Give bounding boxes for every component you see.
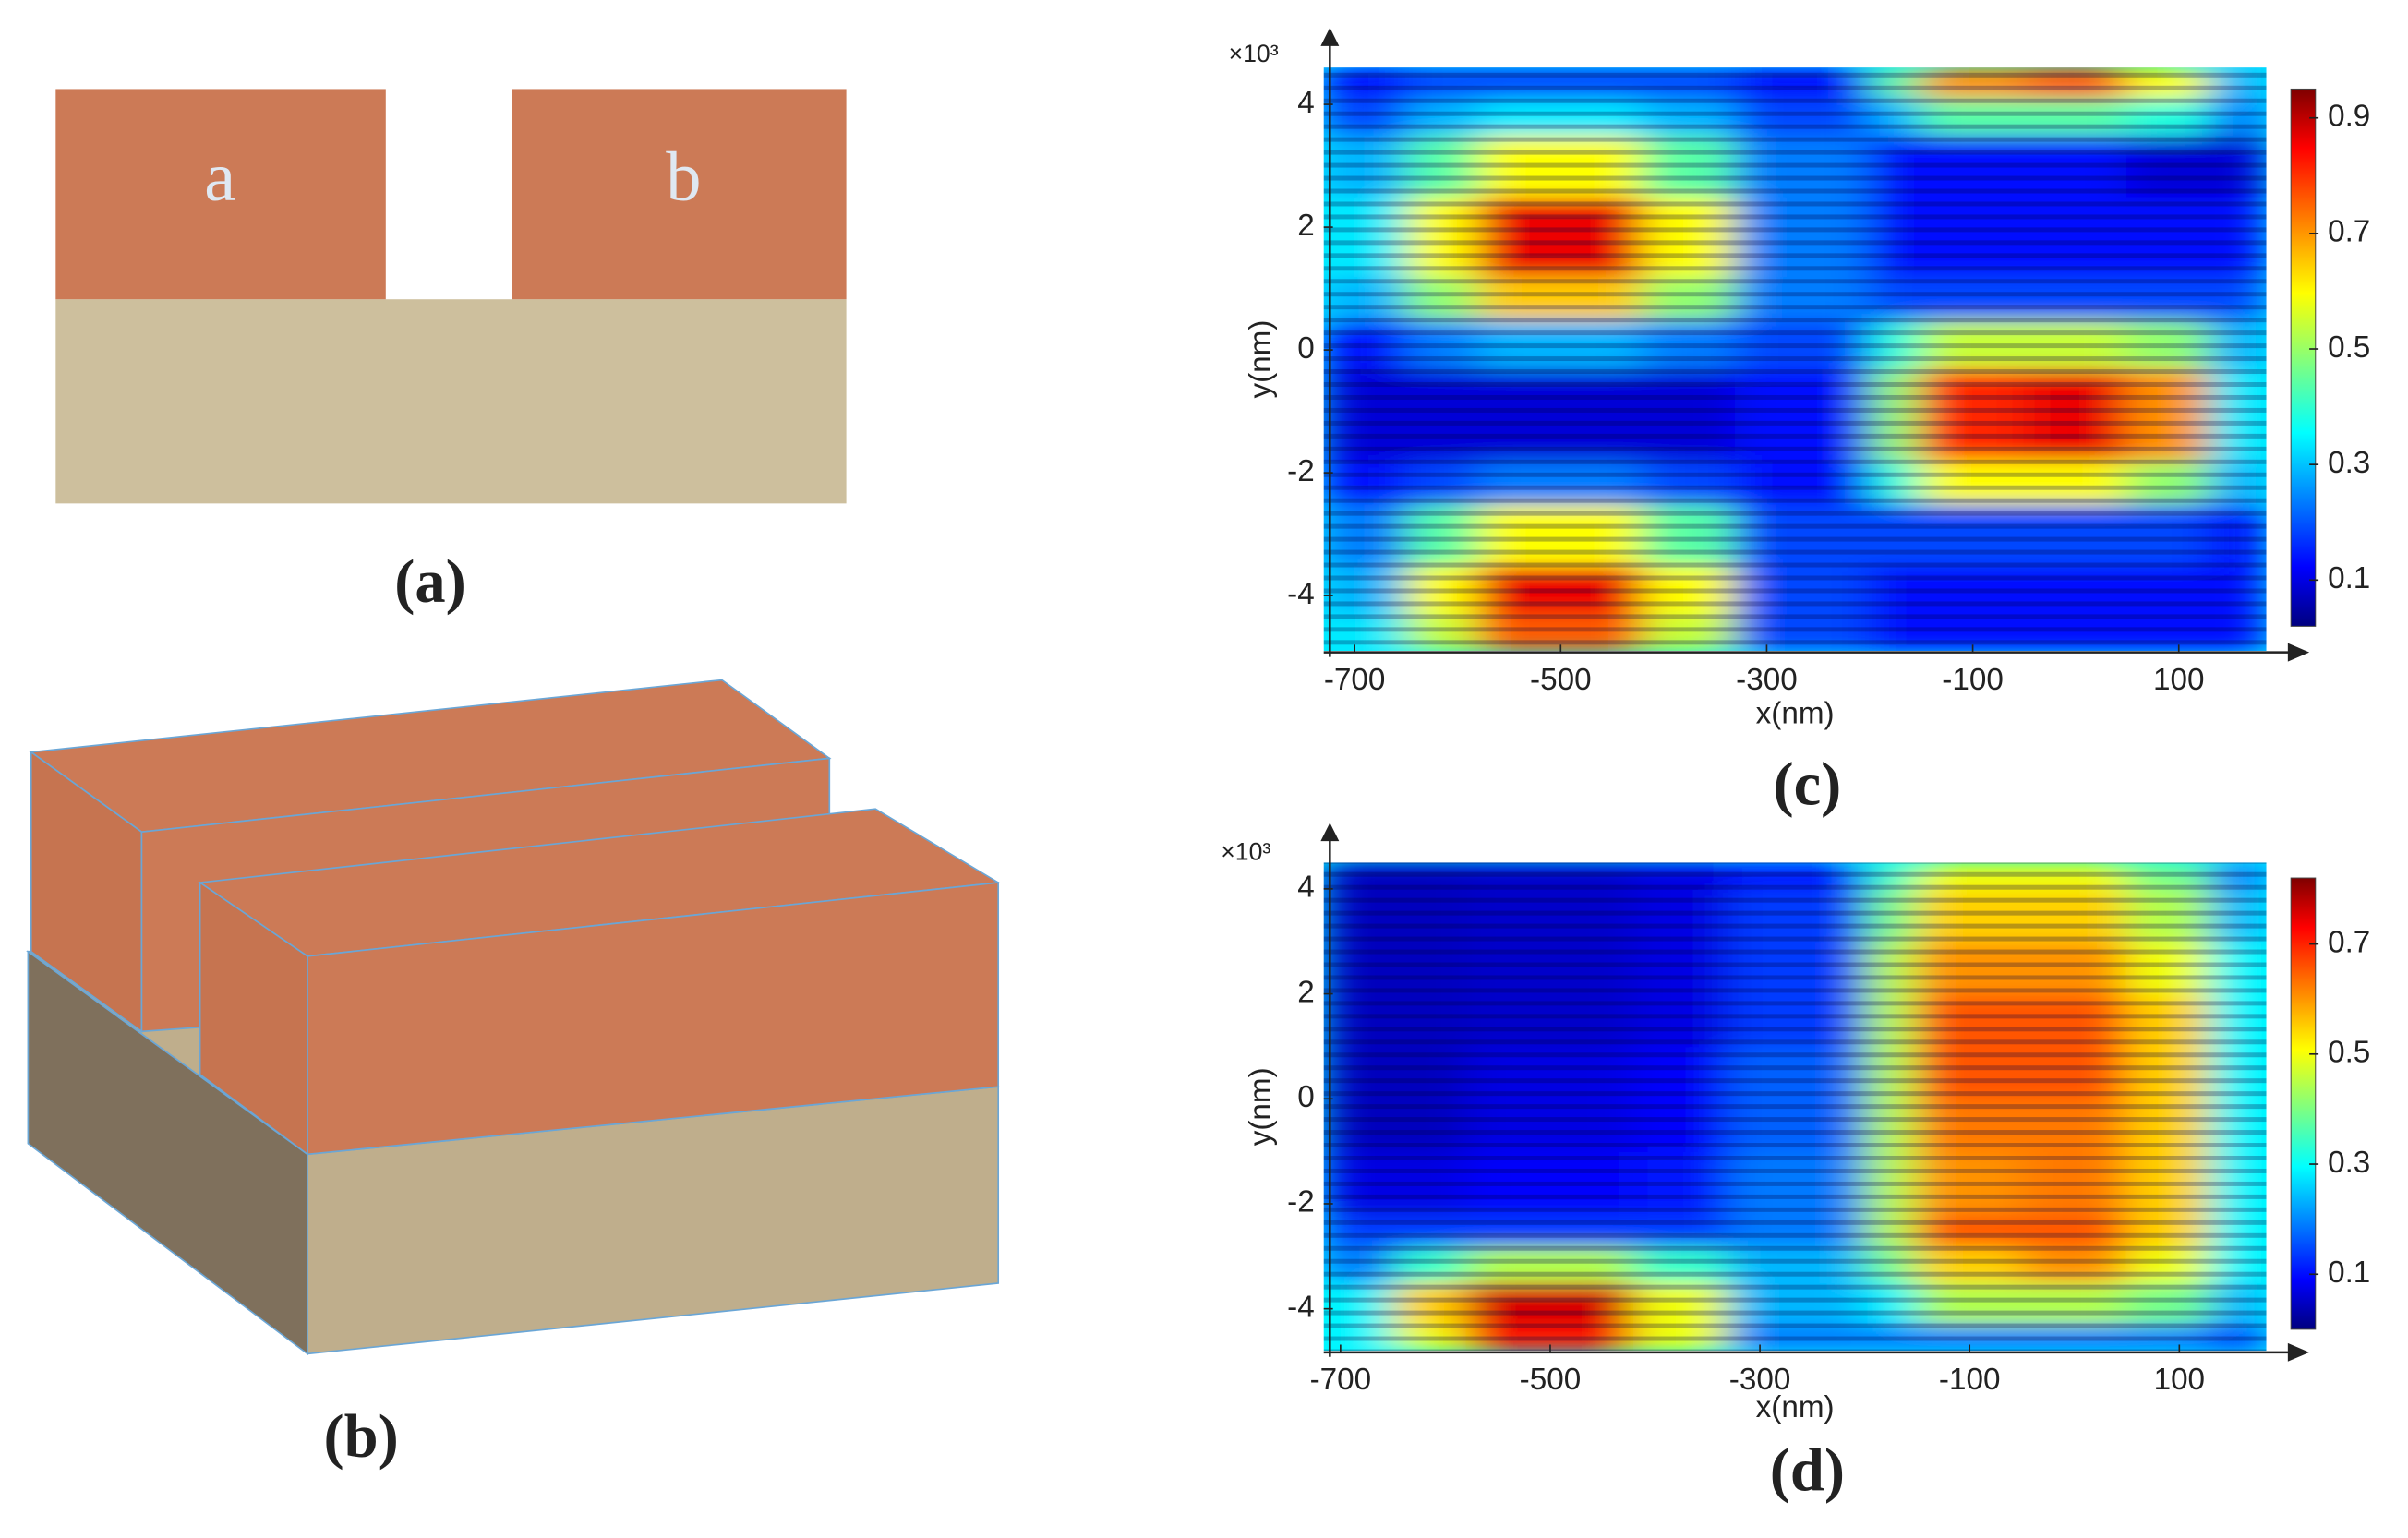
block-b	[512, 89, 847, 300]
colorbar-tick-label: 0.1	[2328, 561, 2370, 595]
y-tick-label: 4	[1297, 871, 1315, 905]
x-tick-label: -500	[1520, 1363, 1582, 1397]
y-multiplier: ×10³	[1221, 837, 1270, 865]
substrate	[55, 299, 847, 504]
x-tick-label: 100	[2153, 663, 2204, 697]
block-front	[307, 882, 1000, 1156]
y-arrow	[1320, 823, 1340, 842]
heatmap: -700 -500 -300 -100 100 -4 -2 0 2 4 ×10³ x(nm) y(nm)…	[1221, 823, 2370, 1505]
y-axis-label: y(nm)	[1244, 320, 1278, 399]
x-tick-label: 100	[2154, 1363, 2205, 1397]
colorbar-tick-label: 0.5	[2328, 330, 2370, 365]
panel-label: (b)	[324, 1403, 399, 1471]
colorbar-tick-label: 0.7	[2328, 215, 2370, 249]
x-arrow	[2287, 643, 2310, 662]
stripes	[1323, 862, 2267, 1352]
plot-area	[1323, 862, 2267, 1352]
panel-label: (c)	[1774, 751, 1842, 819]
y-tick-label: 4	[1297, 86, 1315, 120]
x-tick-label: -300	[1736, 663, 1798, 697]
y-tick-label: -4	[1287, 1290, 1315, 1324]
x-tick-label: -300	[1729, 1363, 1791, 1397]
y-tick-label: -4	[1287, 577, 1315, 611]
y-tick-label: 2	[1297, 975, 1315, 1009]
panel-label: (d)	[1770, 1437, 1845, 1505]
colorbar-tick-label: 0.9	[2328, 100, 2370, 134]
colorbar-tick-label: 0.5	[2328, 1036, 2370, 1070]
x-tick-label: -700	[1310, 1363, 1372, 1397]
x-tick-label: -500	[1530, 663, 1592, 697]
panel-label: (a)	[394, 548, 466, 616]
y-tick-label: -2	[1287, 454, 1315, 488]
x-tick-label: -100	[1942, 663, 2004, 697]
stripes	[1323, 67, 2267, 651]
y-axis-label: y(nm)	[1244, 1067, 1278, 1146]
x-arrow	[2287, 1342, 2310, 1362]
colorbar-tick-label: 0.7	[2328, 925, 2370, 959]
colorbar-tick-label: 0.3	[2328, 446, 2370, 480]
x-axis-label: x(nm)	[1756, 697, 1835, 731]
y-tick-label: -2	[1287, 1185, 1315, 1220]
panel-b	[26, 679, 1001, 1356]
y-tick-label: 0	[1297, 331, 1315, 366]
heatmaps: -700 -500 -300 -100 100 -4 -2 0 2 4 ×10³ x(nm) y(nm)…	[1221, 27, 2370, 1505]
x-axis-label: x(nm)	[1756, 1390, 1835, 1424]
block-a	[55, 89, 386, 300]
x-tick-label: -700	[1324, 663, 1386, 697]
colorbar	[2290, 88, 2317, 627]
colorbar-tick-label: 0.3	[2328, 1146, 2370, 1180]
y-arrow	[1320, 27, 1340, 46]
y-tick-label: 0	[1297, 1080, 1315, 1114]
plot-area	[1323, 67, 2267, 651]
panel-a: a b (a)	[55, 89, 847, 616]
heatmap: -700 -500 -300 -100 100 -4 -2 0 2 4 ×10³ x(nm) y(nm)…	[1229, 27, 2370, 819]
colorbar-tick-label: 0.1	[2328, 1256, 2370, 1290]
block-label: a	[204, 138, 235, 216]
block-label: b	[666, 138, 701, 216]
x-tick-label: -100	[1939, 1363, 2001, 1397]
colorbar	[2290, 877, 2317, 1330]
y-tick-label: 2	[1297, 209, 1315, 243]
y-multiplier: ×10³	[1229, 40, 1279, 67]
